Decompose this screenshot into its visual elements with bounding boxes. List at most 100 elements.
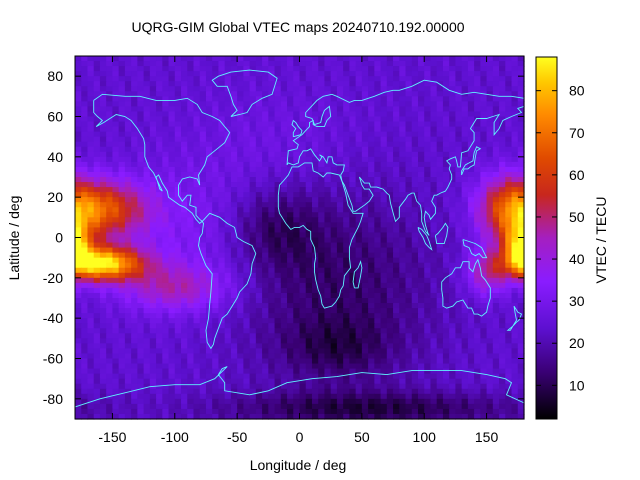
heatmap-cell — [336, 126, 344, 133]
heatmap-cell — [311, 212, 319, 218]
heatmap-cell — [455, 338, 463, 344]
heatmap-cell — [268, 333, 276, 339]
heatmap-cell — [174, 76, 182, 82]
heatmap-cell — [137, 227, 145, 234]
heatmap-cell — [430, 76, 438, 82]
heatmap-cell — [287, 202, 294, 208]
heatmap-cell — [442, 237, 450, 244]
heatmap-cell — [156, 222, 163, 229]
heatmap-cell — [224, 363, 232, 370]
heatmap-cell — [511, 81, 519, 87]
heatmap-cell — [417, 237, 425, 244]
heatmap-cell — [131, 287, 138, 294]
heatmap-cell — [118, 217, 126, 223]
heatmap-cell — [505, 328, 513, 334]
heatmap-cell — [343, 116, 350, 123]
heatmap-cell — [181, 393, 188, 400]
heatmap-cell — [75, 96, 82, 102]
heatmap-cell — [480, 267, 488, 274]
heatmap-cell — [81, 121, 89, 128]
heatmap-cell — [143, 252, 151, 259]
heatmap-cell — [293, 212, 301, 218]
heatmap-cell — [193, 182, 201, 188]
heatmap-cell — [75, 187, 82, 193]
heatmap-cell — [511, 318, 519, 324]
heatmap-cell — [280, 363, 288, 370]
heatmap-cell — [81, 403, 89, 410]
heatmap-cell — [112, 182, 120, 188]
heatmap-cell — [430, 348, 438, 355]
heatmap-cell — [199, 61, 207, 67]
heatmap-cell — [311, 146, 319, 153]
heatmap-cell — [174, 403, 182, 410]
heatmap-cell — [243, 403, 251, 410]
heatmap-cell — [380, 141, 388, 148]
heatmap-cell — [517, 282, 525, 289]
heatmap-cell — [156, 81, 163, 87]
heatmap-cell — [255, 237, 263, 244]
heatmap-cell — [137, 373, 145, 380]
heatmap-cell — [293, 323, 301, 329]
heatmap-cell — [168, 262, 176, 269]
heatmap-cell — [112, 308, 120, 314]
heatmap-cell — [380, 298, 388, 304]
heatmap-cell — [118, 252, 126, 259]
heatmap-cell — [399, 91, 407, 97]
heatmap-cell — [287, 318, 294, 324]
heatmap-cell — [467, 252, 475, 259]
heatmap-cell — [81, 86, 89, 92]
heatmap-cell — [461, 141, 469, 148]
heatmap-cell — [399, 207, 407, 213]
heatmap-cell — [87, 262, 95, 269]
heatmap-cell — [168, 116, 176, 123]
heatmap-cell — [411, 257, 419, 264]
heatmap-cell — [268, 257, 276, 264]
heatmap-cell — [511, 192, 519, 198]
heatmap-cell — [380, 232, 388, 239]
heatmap-cell — [492, 156, 500, 163]
heatmap-cell — [193, 328, 201, 334]
heatmap-cell — [81, 166, 89, 173]
heatmap-cell — [424, 298, 432, 304]
heatmap-cell — [430, 161, 438, 168]
heatmap-cell — [224, 121, 232, 128]
heatmap-cell — [255, 328, 263, 334]
heatmap-cell — [262, 171, 269, 178]
heatmap-cell — [199, 121, 207, 128]
heatmap-cell — [174, 333, 182, 339]
heatmap-cell — [436, 287, 444, 294]
heatmap-cell — [305, 116, 313, 123]
heatmap-cell — [455, 126, 463, 133]
heatmap-cell — [124, 338, 132, 344]
heatmap-cell — [99, 111, 107, 118]
heatmap-cell — [143, 217, 151, 223]
heatmap-cell — [411, 71, 419, 77]
heatmap-cell — [268, 378, 276, 385]
heatmap-cell — [143, 136, 151, 143]
heatmap-cell — [181, 262, 188, 269]
heatmap-cell — [467, 156, 475, 163]
heatmap-cell — [336, 91, 344, 97]
heatmap-cell — [81, 136, 89, 143]
heatmap-cell — [99, 378, 107, 385]
heatmap-cell — [143, 287, 151, 294]
heatmap-cell — [118, 262, 126, 269]
heatmap-cell — [442, 146, 450, 153]
heatmap-cell — [218, 182, 226, 188]
heatmap-cell — [455, 353, 463, 360]
heatmap-cell — [318, 151, 326, 158]
heatmap-cell — [187, 161, 195, 168]
heatmap-cell — [137, 166, 145, 173]
heatmap-cell — [162, 197, 170, 203]
heatmap-cell — [393, 227, 400, 234]
heatmap-cell — [343, 393, 350, 400]
heatmap-cell — [311, 303, 319, 309]
heatmap-cell — [486, 338, 494, 344]
heatmap-cell — [380, 121, 388, 128]
heatmap-cell — [355, 257, 363, 264]
heatmap-cell — [268, 177, 276, 183]
heatmap-cell — [224, 171, 232, 178]
heatmap-cell — [205, 86, 213, 92]
heatmap-cell — [224, 298, 232, 304]
heatmap-cell — [324, 393, 332, 400]
